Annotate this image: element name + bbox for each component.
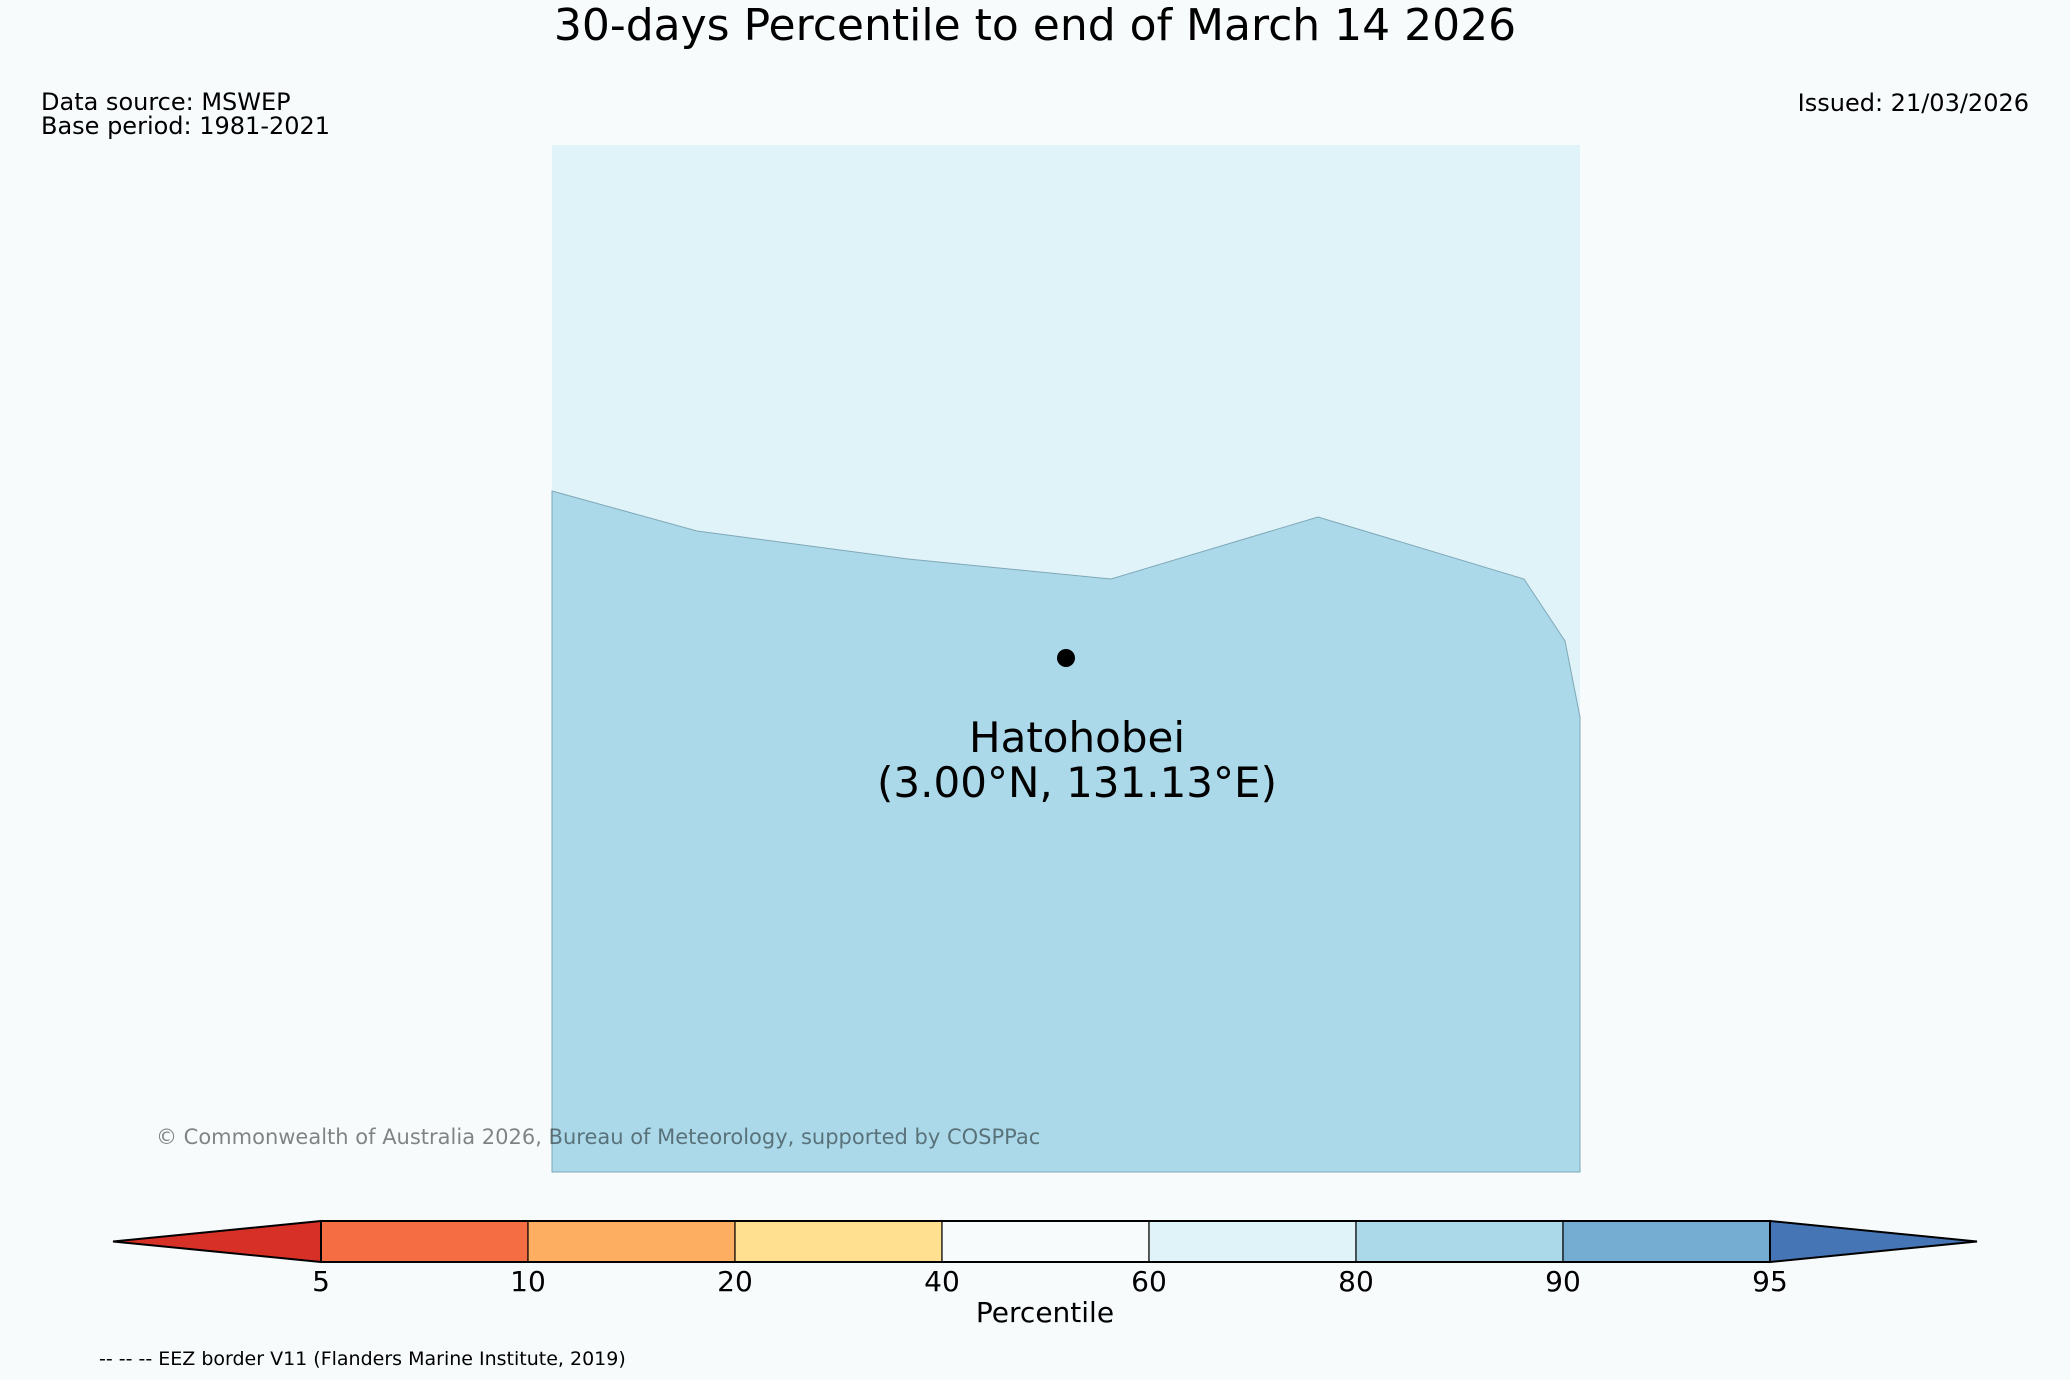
map-title: 30-days Percentile to end of March 14 20… [553, 0, 1517, 51]
station-name: Hatohobei [969, 713, 1185, 762]
colorbar-tick-label: 20 [717, 1265, 753, 1298]
colorbar-tick-label: 5 [312, 1265, 330, 1298]
colorbar-bin [1148, 1220, 1357, 1263]
issued-date-text: Issued: 21/03/2026 [1797, 89, 2029, 117]
colorbar-tick-label: 95 [1752, 1265, 1788, 1298]
colorbar-tick-label: 80 [1338, 1265, 1374, 1298]
copyright-notice: © Commonwealth of Australia 2026, Bureau… [156, 1125, 1041, 1149]
colorbar-bin [734, 1220, 943, 1263]
colorbar-tick-label: 10 [510, 1265, 546, 1298]
colorbar-tick-label: 40 [924, 1265, 960, 1298]
eez-footnote: -- -- -- EEZ border V11 (Flanders Marine… [99, 1348, 626, 1370]
base-period-text: Base period: 1981-2021 [41, 112, 331, 140]
station-marker [1057, 649, 1075, 667]
colorbar-tick-label: 60 [1131, 1265, 1167, 1298]
colorbar-bin [320, 1220, 529, 1263]
station-coordinates: (3.00°N, 131.13°E) [877, 758, 1277, 807]
colorbar-extend-low [112, 1219, 322, 1264]
colorbar-tick-label: 90 [1545, 1265, 1581, 1298]
colorbar-bin [1355, 1220, 1564, 1263]
colorbar-bin [527, 1220, 736, 1263]
percentile-region-80-90 [551, 490, 1581, 1173]
colorbar-label: Percentile [975, 1296, 1115, 1329]
station-label: Hatohobei (3.00°N, 131.13°E) [777, 715, 1377, 805]
colorbar-extend-high [1769, 1219, 1978, 1264]
data-info: Data source: MSWEP Base period: 1981-202… [41, 90, 330, 138]
colorbar-bin [1562, 1220, 1771, 1263]
data-source-text: Data source: MSWEP [41, 88, 291, 116]
colorbar-outline [320, 1220, 1771, 1263]
colorbar-bin [941, 1220, 1150, 1263]
